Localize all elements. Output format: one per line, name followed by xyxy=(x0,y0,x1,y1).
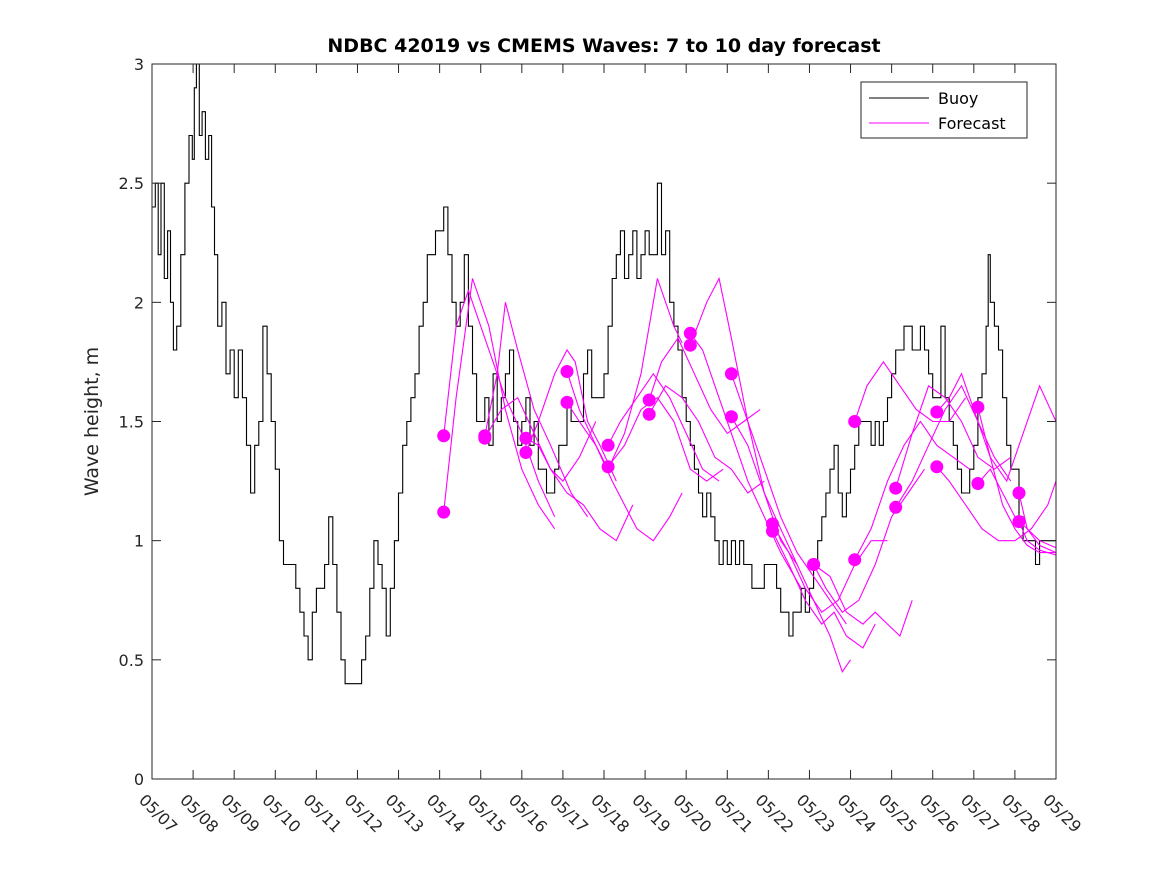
forecast-line xyxy=(895,384,1012,489)
forecast-line xyxy=(443,278,556,530)
forecast-start-marker xyxy=(848,415,862,428)
forecast-line xyxy=(648,384,765,494)
forecast-line xyxy=(730,373,847,625)
forecast-line xyxy=(566,402,683,542)
forecast-start-marker xyxy=(889,481,903,495)
y-tick-label: 3 xyxy=(134,55,144,74)
forecast-line xyxy=(813,468,925,613)
forecast-start-marker xyxy=(1012,486,1026,500)
forecast-start-marker xyxy=(437,429,451,443)
forecast-start-marker xyxy=(601,460,615,474)
forecast-start-marker xyxy=(560,395,574,409)
forecast-line xyxy=(936,466,1057,542)
y-tick-label: 0.5 xyxy=(119,651,144,670)
forecast-start-marker xyxy=(601,438,615,452)
forecast-start-marker xyxy=(766,524,779,538)
forecast-line xyxy=(1018,492,1057,554)
forecast-line xyxy=(443,288,556,518)
legend: Buoy Forecast xyxy=(860,81,1028,139)
forecast-line xyxy=(525,348,617,482)
y-tick-label: 1 xyxy=(134,532,144,551)
forecast-line xyxy=(484,302,589,518)
forecast-start-marker xyxy=(848,553,862,567)
forecast-start-marker xyxy=(683,338,697,352)
buoy-series xyxy=(152,63,1056,685)
forecast-start-marker xyxy=(683,326,697,340)
forecast-start-marker xyxy=(560,365,574,378)
forecast-line xyxy=(648,336,761,435)
forecast-line xyxy=(854,360,967,423)
forecast-line xyxy=(977,407,1056,554)
forecast-line xyxy=(813,564,913,637)
legend-label-forecast: Forecast xyxy=(938,114,1006,133)
forecast-start-marker xyxy=(519,431,533,445)
buoy-line xyxy=(152,63,1056,685)
forecast-start-marker xyxy=(642,407,656,421)
forecast-start-marker xyxy=(724,367,738,381)
forecast-start-marker xyxy=(437,505,451,519)
forecast-start-marker xyxy=(519,446,533,459)
y-tick-label: 0 xyxy=(134,770,144,789)
forecast-start-marker xyxy=(971,477,985,490)
forecast-start-marker xyxy=(930,405,944,419)
forecast-line xyxy=(1018,521,1057,556)
forecast-start-marker xyxy=(478,431,492,445)
legend-label-buoy: Buoy xyxy=(938,89,978,108)
forecast-line xyxy=(730,416,851,674)
forecast-line xyxy=(772,530,876,649)
forecast-start-marker xyxy=(807,558,821,571)
forecast-line xyxy=(607,372,720,482)
y-tick-label: 1.5 xyxy=(119,413,144,432)
forecast-start-marker xyxy=(1012,515,1026,529)
chart-title: NDBC 42019 vs CMEMS Waves: 7 to 10 day f… xyxy=(327,35,880,57)
plot-area xyxy=(152,64,1056,779)
forecast-start-marker xyxy=(724,410,738,424)
forecast-start-marker xyxy=(889,500,903,514)
forecast-start-marker xyxy=(971,400,985,414)
forecast-line xyxy=(525,437,634,542)
forecast-line xyxy=(772,523,888,613)
forecast-line xyxy=(566,278,683,471)
y-axis-label: Wave height, m xyxy=(81,347,103,496)
y-tick-label: 2 xyxy=(134,293,144,312)
forecast-start-marker xyxy=(930,460,944,474)
forecast-line xyxy=(607,396,724,482)
y-ticks: 0 0.5 1 1.5 2 2.5 3 xyxy=(119,55,1056,789)
forecast-start-marker xyxy=(642,393,656,407)
legend-box xyxy=(860,81,1028,139)
forecast-series xyxy=(437,276,1057,674)
y-tick-label: 2.5 xyxy=(119,174,144,193)
forecast-line xyxy=(895,384,1012,508)
forecast-line xyxy=(689,332,802,589)
forecast-line xyxy=(484,396,597,482)
